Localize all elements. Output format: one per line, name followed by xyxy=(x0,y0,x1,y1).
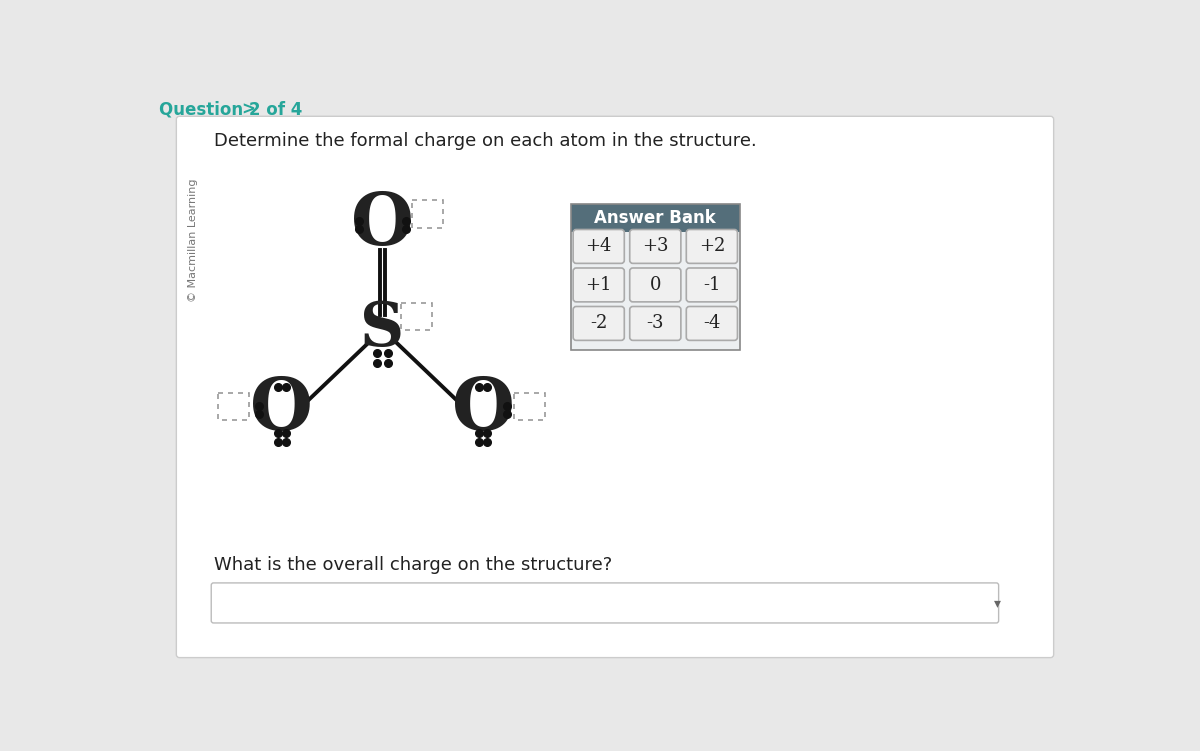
Text: O: O xyxy=(452,374,515,445)
Text: O: O xyxy=(352,189,414,261)
Text: ▾: ▾ xyxy=(995,596,1001,610)
Text: +2: +2 xyxy=(698,237,725,255)
FancyBboxPatch shape xyxy=(686,268,738,302)
Text: Determine the formal charge on each atom in the structure.: Determine the formal charge on each atom… xyxy=(214,132,756,150)
Bar xyxy=(218,393,250,421)
Text: -3: -3 xyxy=(647,315,664,333)
Bar xyxy=(571,204,739,232)
Text: +3: +3 xyxy=(642,237,668,255)
Text: >: > xyxy=(241,101,256,119)
Text: © Macmillan Learning: © Macmillan Learning xyxy=(188,179,198,302)
FancyBboxPatch shape xyxy=(574,268,624,302)
Bar xyxy=(412,201,443,228)
Text: Question 2 of 4: Question 2 of 4 xyxy=(160,101,302,119)
Text: What is the overall charge on the structure?: What is the overall charge on the struct… xyxy=(214,556,612,574)
Bar xyxy=(515,393,545,421)
FancyBboxPatch shape xyxy=(630,268,680,302)
Text: +4: +4 xyxy=(586,237,612,255)
Bar xyxy=(571,232,739,351)
Text: +1: +1 xyxy=(586,276,612,294)
Text: -2: -2 xyxy=(590,315,607,333)
FancyBboxPatch shape xyxy=(176,116,1054,658)
Bar xyxy=(401,303,432,330)
FancyBboxPatch shape xyxy=(630,306,680,340)
FancyBboxPatch shape xyxy=(211,583,998,623)
FancyBboxPatch shape xyxy=(630,230,680,264)
Text: 0: 0 xyxy=(649,276,661,294)
Text: -1: -1 xyxy=(703,276,721,294)
Bar xyxy=(571,204,739,351)
Text: S: S xyxy=(360,299,404,359)
FancyBboxPatch shape xyxy=(686,230,738,264)
Text: -4: -4 xyxy=(703,315,720,333)
FancyBboxPatch shape xyxy=(574,306,624,340)
Text: Answer Bank: Answer Bank xyxy=(594,209,716,227)
FancyBboxPatch shape xyxy=(574,230,624,264)
FancyBboxPatch shape xyxy=(686,306,738,340)
Text: O: O xyxy=(251,374,313,445)
